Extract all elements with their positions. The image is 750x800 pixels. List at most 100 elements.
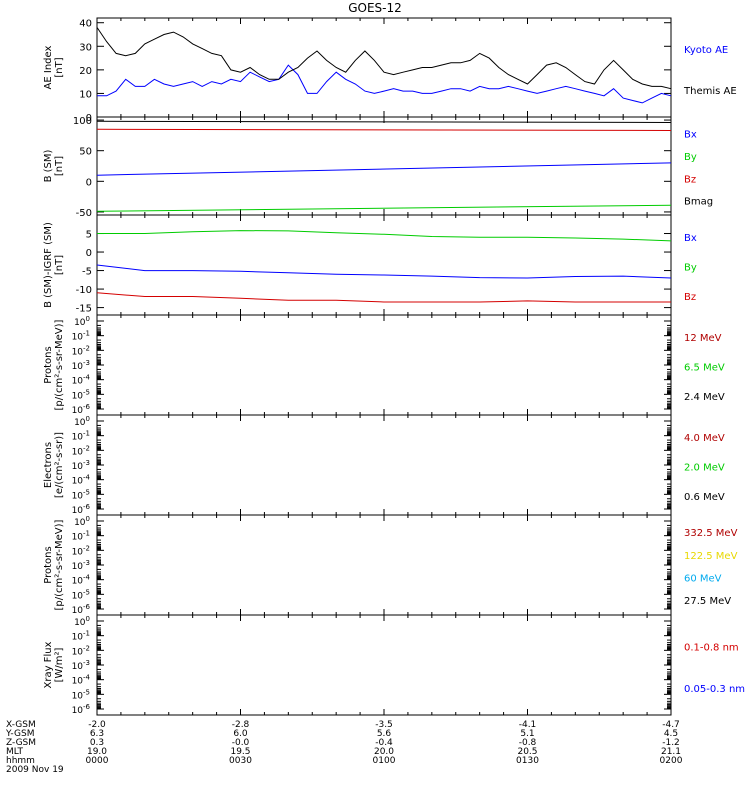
- y-tick-label: 100: [74, 415, 90, 428]
- y-tick-label: 10-2: [72, 544, 90, 557]
- y-tick-label: -10: [76, 285, 92, 296]
- legend-label: Bz: [684, 174, 696, 185]
- y-tick-label: 0: [86, 248, 92, 259]
- x-column-value: 4.5: [664, 729, 678, 739]
- legend-label: 0.05-0.3 nm: [684, 684, 745, 695]
- y-axis-label: Xray Flux: [43, 641, 54, 688]
- y-axis-label: B (SM): [43, 149, 54, 182]
- series-line-bmag: [96, 120, 672, 123]
- legend-label: Bx: [684, 233, 697, 244]
- x-column-value: 0130: [516, 756, 539, 766]
- y-tick-label: 10-5: [72, 688, 90, 701]
- y-tick-label: 50: [79, 147, 92, 158]
- y-tick-label: 0: [86, 113, 92, 124]
- y-tick-label: 10-1: [72, 330, 90, 343]
- legend-label: 6.5 MeV: [684, 362, 725, 373]
- y-axis-label: B (SM)-IGRF (SM): [43, 222, 54, 308]
- panel-xray: Xray Flux [W/m²] 0.1-0.8 nm 0.05-0.3 nm 100 1…: [43, 614, 745, 716]
- y-tick-label: 10-6: [72, 503, 91, 516]
- legend-label: 122.5 MeV: [684, 551, 738, 562]
- x-row-label: hhmm: [6, 756, 35, 766]
- panel-protons2: Protons [p/(cm²-s-sr-MeV)] 332.5 MeV 122.5 …: [43, 514, 738, 616]
- x-column-value: 0.3: [90, 738, 104, 748]
- panel-frame: [96, 116, 672, 216]
- legend-label: Bz: [684, 292, 696, 303]
- y-axis-label: Protons: [43, 346, 54, 383]
- y-tick-label: 10: [79, 89, 92, 100]
- y-tick-label: -5: [82, 267, 92, 278]
- y-tick-label: 10-1: [72, 530, 90, 543]
- x-column-value: 5.1: [520, 729, 534, 739]
- y-tick-label: 10-6: [72, 603, 91, 616]
- series-line-bz: [96, 292, 671, 303]
- legend-label: By: [684, 262, 697, 273]
- x-column-value: -0.8: [519, 738, 537, 748]
- series-line-bx: [96, 264, 672, 279]
- y-tick-label: 10-3: [72, 459, 90, 472]
- panel-bsm: B (SM) [nT] Bx By Bz Bmag -50 0 50 100: [43, 116, 713, 219]
- x-column-value: 19.0: [87, 747, 107, 757]
- y-tick-label: 10-1: [72, 430, 90, 443]
- y-tick-label: 100: [74, 315, 90, 328]
- y-tick-label: 10-4: [72, 574, 91, 587]
- x-column-value: -4.1: [519, 720, 537, 730]
- panel-bdiff: B (SM)-IGRF (SM) [nT] Bx By Bz -15 -10 -5 0 5: [43, 214, 697, 316]
- y-tick-label: 0: [86, 177, 92, 188]
- legend-label: 12 MeV: [684, 333, 722, 344]
- x-column-value: -4.7: [662, 720, 680, 730]
- panel-frame: [96, 414, 672, 516]
- x-column-value: -1.2: [662, 738, 680, 748]
- x-column-value: 21.1: [661, 747, 681, 757]
- x-column-value: -0.0: [232, 738, 250, 748]
- x-column-value: 0200: [660, 756, 683, 766]
- x-row-label: X-GSM: [6, 720, 36, 730]
- y-axis-label: [p/(cm²-s-sr-MeV)]: [54, 519, 65, 610]
- y-axis-label: [W/m²]: [54, 647, 65, 682]
- x-column-value: 19.5: [230, 747, 250, 757]
- y-axis-label: [e/(cm²-s-sr)]: [54, 432, 65, 498]
- x-column-value: 0030: [229, 756, 252, 766]
- y-tick-label: 10-2: [72, 444, 90, 457]
- y-tick-label: 10-5: [72, 488, 90, 501]
- panel-frame: [96, 614, 672, 716]
- series-line-bz: [96, 128, 672, 131]
- panel-electrons: Electrons [e/(cm²-s-sr)] 4.0 MeV 2.0 MeV 0.6…: [43, 414, 725, 516]
- y-tick-label: 10-2: [72, 644, 90, 657]
- x-column-value: 0100: [373, 756, 396, 766]
- x-row-label: Y-GSM: [5, 729, 34, 739]
- y-tick-label: 10-2: [72, 344, 90, 357]
- panel-frame: [96, 514, 672, 616]
- series-line-themis-ae: [96, 27, 672, 90]
- legend-label: Bx: [684, 130, 697, 141]
- x-column-value: -0.4: [375, 738, 393, 748]
- panel-ae: AE Index [nT] Kyoto AE Themis AE 0 10 20 30 40: [43, 17, 737, 124]
- y-tick-label: 10-1: [72, 630, 90, 643]
- y-tick-label: -50: [76, 208, 92, 219]
- legend-label: 2.4 MeV: [684, 392, 725, 403]
- y-axis-label: AE Index: [43, 45, 54, 89]
- y-axis-label: [nT]: [54, 57, 65, 77]
- y-tick-label: 10-3: [72, 659, 90, 672]
- series-line-bx: [96, 162, 672, 176]
- x-column-value: 6.3: [90, 729, 104, 739]
- legend-label: 4.0 MeV: [684, 433, 725, 444]
- legend-label: 332.5 MeV: [684, 528, 738, 539]
- series-line-by: [97, 230, 672, 242]
- y-tick-label: 40: [79, 19, 92, 30]
- x-column-value: -2.0: [88, 720, 106, 730]
- y-tick-label: 10-4: [72, 474, 91, 487]
- x-column-value: -2.8: [232, 720, 250, 730]
- legend-label: 60 MeV: [684, 574, 722, 585]
- y-tick-label: 10-3: [72, 559, 90, 572]
- x-column-value: 20.0: [374, 747, 394, 757]
- y-axis-label: [nT]: [54, 255, 65, 275]
- y-tick-label: 10-4: [72, 374, 91, 387]
- legend-label: Kyoto AE: [684, 45, 728, 56]
- y-axis-label: Protons: [43, 546, 54, 583]
- legend-label: 27.5 MeV: [684, 596, 731, 607]
- panel-frame: [96, 314, 672, 416]
- series-line-by: [96, 204, 672, 212]
- panel-frame: [96, 214, 672, 316]
